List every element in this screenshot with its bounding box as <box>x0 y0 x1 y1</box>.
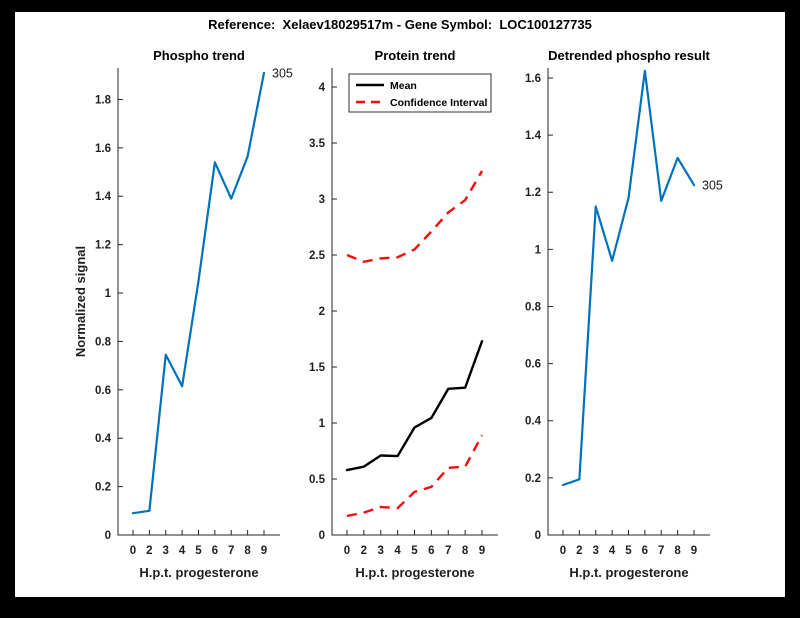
x-tick-label: 9 <box>691 545 697 557</box>
detrended-phospho-chart: 00.20.40.60.811.21.41.60 2 3 4 5 6 7 8 9Detrende… <box>525 48 723 580</box>
x-tick-label: 2 <box>576 545 582 557</box>
chart-title: Protein trend <box>375 48 456 63</box>
x-tick-label: 9 <box>479 545 485 557</box>
y-tick-label: 0.8 <box>95 336 112 348</box>
y-tick-label: 1 <box>535 244 542 256</box>
y-tick-label: 2.5 <box>309 250 326 262</box>
x-tick-label: 8 <box>674 545 681 557</box>
x-tick-label: 7 <box>658 545 664 557</box>
y-tick-label: 0 <box>535 530 541 542</box>
y-tick-label: 1.6 <box>95 143 111 155</box>
x-tick-label: 2 <box>361 545 367 557</box>
axes-lines <box>547 68 710 536</box>
confidence-interval-lower-line <box>346 434 484 518</box>
y-tick-label: 0.5 <box>309 474 326 486</box>
x-tick-label: 3 <box>593 545 599 557</box>
y-tick-label: 1.6 <box>525 73 541 85</box>
y-tick-label: 1.2 <box>95 240 111 252</box>
series-end-label: 305 <box>272 66 293 80</box>
x-axis-label: H.p.t. progesterone <box>355 565 474 580</box>
y-tick-label: 0.6 <box>95 385 111 397</box>
x-tick-label: 0 <box>560 545 566 557</box>
legend-box <box>348 73 492 113</box>
x-tick-label: 8 <box>244 545 251 557</box>
y-tick-label: 0.4 <box>525 416 542 428</box>
phospho-trend-chart: 00.20.40.60.811.21.41.61.80 2 3 4 5 6 7 8 9Phosp… <box>73 48 293 580</box>
y-tick-label: 1.2 <box>525 187 541 199</box>
series-end-label: 305 <box>702 179 723 193</box>
x-tick-label: 5 <box>411 545 418 557</box>
x-tick-label: 4 <box>394 545 401 557</box>
y-tick-label: 0.2 <box>525 473 541 485</box>
x-tick-label: 3 <box>378 545 384 557</box>
chart-title: Detrended phospho result <box>548 48 710 63</box>
y-tick-label: 0 <box>319 530 325 542</box>
x-tick-label: 9 <box>261 545 267 557</box>
y-tick-label: 0.6 <box>525 359 541 371</box>
x-tick-label: 6 <box>642 545 648 557</box>
x-tick-label: 8 <box>462 545 469 557</box>
axes-lines <box>331 68 498 536</box>
legend-label: Mean <box>390 80 417 92</box>
y-tick-label: 1 <box>105 288 112 300</box>
x-axis-label: H.p.t. progesterone <box>139 565 258 580</box>
axes-lines <box>117 68 280 536</box>
legend-label: Confidence Interval <box>390 97 488 109</box>
y-tick-label: 1.8 <box>95 94 112 106</box>
x-tick-label: 4 <box>609 545 616 557</box>
y-tick-label: 4 <box>319 82 326 94</box>
y-tick-label: 1.4 <box>525 130 542 142</box>
x-tick-label: 5 <box>625 545 632 557</box>
x-tick-label: 2 <box>146 545 152 557</box>
x-tick-label: 4 <box>179 545 186 557</box>
x-tick-label: 3 <box>163 545 169 557</box>
figure-title: Reference: Xelaev18029517m - Gene Symbol… <box>208 17 592 32</box>
y-tick-label: 2 <box>319 306 325 318</box>
x-tick-label: 6 <box>212 545 218 557</box>
y-axis-label: Normalized signal <box>73 246 88 357</box>
detrended-phospho-line <box>561 69 696 487</box>
y-tick-label: 1.5 <box>309 362 326 374</box>
y-tick-label: 3.5 <box>309 138 326 150</box>
x-axis-label: H.p.t. progesterone <box>569 565 688 580</box>
x-tick-label: 7 <box>228 545 234 557</box>
phospho-signal-line <box>131 71 266 515</box>
x-tick-label: 0 <box>130 545 136 557</box>
x-tick-label: 0 <box>344 545 350 557</box>
mean-line <box>345 340 484 472</box>
figure-canvas: Reference: Xelaev18029517m - Gene Symbol… <box>15 12 785 597</box>
x-tick-label: 6 <box>428 545 434 557</box>
y-tick-label: 1 <box>319 418 326 430</box>
y-tick-label: 0.2 <box>95 482 111 494</box>
x-tick-label: 5 <box>195 545 202 557</box>
confidence-interval-upper-line <box>346 170 484 263</box>
y-tick-label: 1.4 <box>95 191 112 203</box>
y-tick-label: 0.8 <box>525 301 542 313</box>
chart-title: Phospho trend <box>153 48 245 63</box>
y-tick-label: 0 <box>105 530 111 542</box>
y-tick-label: 3 <box>319 194 325 206</box>
x-tick-label: 7 <box>445 545 451 557</box>
y-tick-label: 0.4 <box>95 433 112 445</box>
